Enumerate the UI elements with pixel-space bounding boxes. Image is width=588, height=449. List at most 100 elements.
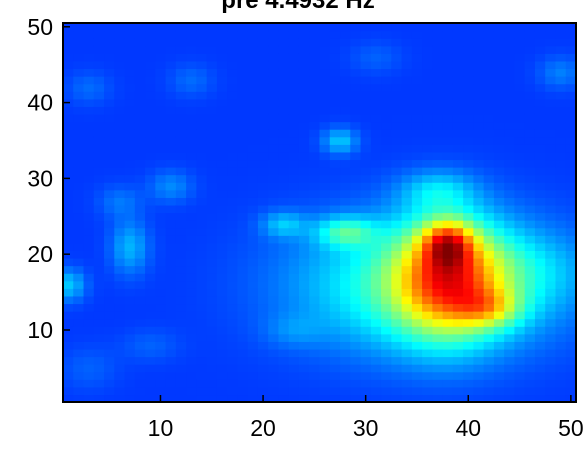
heatmap-cell: [298, 386, 310, 396]
heatmap-cell: [247, 174, 259, 183]
heatmap-cell: [504, 273, 516, 282]
heatmap-cell: [63, 295, 74, 305]
heatmap-cell: [186, 30, 197, 39]
heatmap-cell: [257, 273, 269, 282]
heatmap-cell: [422, 341, 433, 350]
heatmap-cell: [493, 288, 505, 297]
heatmap-cell: [565, 30, 577, 39]
heatmap-cell: [422, 45, 433, 54]
heatmap-cell: [329, 151, 341, 161]
heatmap-cell: [93, 333, 105, 342]
heatmap-cell: [463, 364, 474, 373]
heatmap-cell: [442, 53, 454, 62]
heatmap-cell: [104, 144, 115, 153]
heatmap-cell: [288, 364, 300, 373]
heatmap-cell: [463, 311, 474, 320]
heatmap-cell: [93, 151, 105, 161]
heatmap-cell: [319, 189, 331, 198]
heatmap-cell: [196, 326, 208, 335]
heatmap-cell: [411, 189, 423, 198]
heatmap-cell: [463, 189, 474, 198]
heatmap-cell: [237, 76, 249, 85]
heatmap-cell: [329, 273, 341, 282]
heatmap-cell: [329, 167, 341, 176]
heatmap-cell: [350, 197, 362, 206]
heatmap-cell: [206, 356, 218, 365]
heatmap-cell: [63, 379, 74, 388]
heatmap-cell: [411, 318, 423, 327]
y-tick-label: 10: [27, 317, 53, 343]
heatmap-cell: [145, 98, 156, 107]
heatmap-cell: [422, 121, 433, 130]
heatmap-cell: [504, 76, 516, 85]
heatmap-cell: [186, 250, 197, 259]
heatmap-cell: [370, 197, 382, 206]
heatmap-cell: [288, 204, 300, 214]
heatmap-cell: [534, 197, 546, 206]
heatmap-cell: [360, 98, 372, 107]
heatmap-cell: [401, 265, 413, 274]
heatmap-cell: [340, 23, 351, 32]
heatmap-cell: [155, 68, 167, 77]
heatmap-cell: [227, 394, 239, 403]
heatmap-cell: [329, 341, 341, 350]
heatmap-cell: [340, 220, 351, 229]
heatmap-cell: [545, 113, 557, 123]
heatmap-cell: [534, 68, 546, 77]
heatmap-cell: [288, 242, 300, 251]
heatmap-cell: [524, 303, 536, 312]
heatmap-cell: [360, 182, 372, 191]
heatmap-cell: [555, 227, 567, 236]
heatmap-cell: [175, 197, 187, 206]
heatmap-cell: [206, 371, 218, 380]
heatmap-cell: [73, 326, 85, 335]
heatmap-cell: [237, 303, 249, 312]
heatmap-cell: [237, 151, 249, 161]
heatmap-cell: [432, 204, 444, 214]
heatmap-cell: [493, 257, 505, 267]
heatmap-cell: [93, 242, 105, 251]
heatmap-cell: [422, 212, 433, 221]
heatmap-cell: [268, 311, 280, 320]
heatmap-cell: [206, 235, 218, 244]
heatmap-cell: [278, 83, 290, 92]
heatmap-cell: [298, 83, 310, 92]
heatmap-cell: [319, 167, 331, 176]
heatmap-cell: [186, 356, 197, 365]
heatmap-cell: [370, 53, 382, 62]
heatmap-cell: [237, 159, 249, 168]
heatmap-cell: [268, 167, 280, 176]
heatmap-cell: [411, 182, 423, 191]
heatmap-cell: [237, 53, 249, 62]
heatmap-cell: [175, 23, 187, 32]
heatmap-cell: [134, 379, 146, 388]
heatmap-cell: [104, 189, 115, 198]
heatmap-cell: [216, 53, 228, 62]
heatmap-cell: [493, 45, 505, 54]
heatmap-cell: [370, 174, 382, 183]
heatmap-cell: [565, 121, 577, 130]
heatmap-cell: [381, 242, 392, 251]
heatmap-cell: [155, 136, 167, 145]
heatmap-cell: [350, 23, 362, 32]
heatmap-cell: [391, 60, 403, 70]
heatmap-cell: [145, 333, 156, 342]
heatmap-cell: [73, 174, 85, 183]
heatmap-cell: [545, 348, 557, 358]
heatmap-cell: [452, 159, 464, 168]
heatmap-cell: [534, 379, 546, 388]
heatmap-cell: [545, 106, 557, 115]
heatmap-cell: [350, 333, 362, 342]
heatmap-cell: [401, 129, 413, 138]
heatmap-cell: [452, 235, 464, 244]
heatmap-cell: [134, 303, 146, 312]
heatmap-cell: [196, 280, 208, 289]
heatmap-cell: [411, 91, 423, 100]
heatmap-cell: [391, 189, 403, 198]
heatmap-cell: [114, 121, 126, 130]
heatmap-cell: [483, 318, 495, 327]
heatmap-cell: [411, 242, 423, 251]
heatmap-cell: [411, 129, 423, 138]
heatmap-cell: [63, 144, 74, 153]
heatmap-cell: [370, 38, 382, 47]
